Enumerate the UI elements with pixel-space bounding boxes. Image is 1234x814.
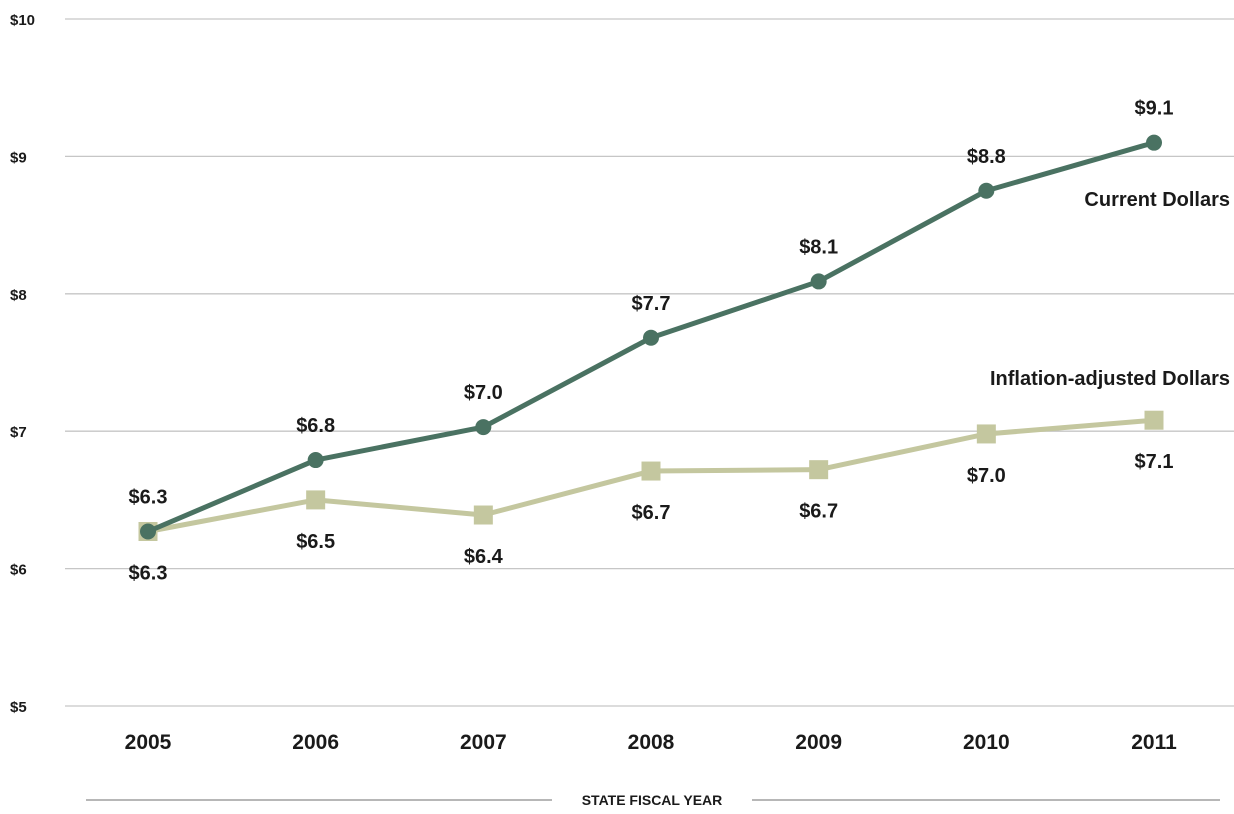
data-label-inflation-adjusted-dollars: $6.5 <box>296 531 335 553</box>
y-axis-tick-labels: $5 $6 $7 $8 $9 $10 <box>10 12 35 716</box>
data-label-current-dollars: $7.7 <box>632 293 671 315</box>
series-names: Current Dollars Inflation-adjusted Dolla… <box>990 189 1230 390</box>
data-point-current-dollars <box>643 329 659 346</box>
data-label-current-dollars: $6.3 <box>129 487 168 509</box>
x-axis-title: STATE FISCAL YEAR <box>582 792 723 808</box>
y-tick-label: $6 <box>10 562 27 579</box>
y-tick-label: $9 <box>10 149 27 166</box>
data-label-inflation-adjusted-dollars: $7.1 <box>1135 451 1174 473</box>
data-labels: $6.3 $6.5 $6.4 $6.7 $6.7 $7.0 $7.1 $6.3 $6.8 $7.0… <box>129 98 1174 585</box>
data-point-inflation-adjusted-dollars <box>306 490 326 510</box>
data-point-current-dollars <box>1146 134 1162 151</box>
x-tick-label: 2009 <box>795 731 842 754</box>
gridlines <box>65 18 1234 707</box>
data-label-inflation-adjusted-dollars: $6.3 <box>129 563 168 585</box>
x-tick-label: 2010 <box>963 731 1010 754</box>
x-axis-tick-labels: 2005 2006 2007 2008 2009 2010 2011 <box>125 731 1177 754</box>
data-label-current-dollars: $6.8 <box>296 415 335 437</box>
data-label-inflation-adjusted-dollars: $6.7 <box>799 501 838 523</box>
data-point-current-dollars <box>140 523 156 540</box>
data-point-inflation-adjusted-dollars <box>1144 410 1164 430</box>
data-point-inflation-adjusted-dollars <box>641 461 661 481</box>
data-point-inflation-adjusted-dollars <box>473 505 493 525</box>
series-label-inflation-adjusted-dollars: Inflation-adjusted Dollars <box>990 368 1230 390</box>
y-tick-label: $8 <box>10 287 27 304</box>
data-point-inflation-adjusted-dollars <box>976 424 996 444</box>
data-point-current-dollars <box>810 273 827 290</box>
x-axis-title-group: STATE FISCAL YEAR <box>86 792 1220 808</box>
x-tick-label: 2005 <box>125 731 172 754</box>
data-label-inflation-adjusted-dollars: $6.4 <box>464 546 504 568</box>
data-label-current-dollars: $8.1 <box>799 236 838 258</box>
series-label-current-dollars: Current Dollars <box>1084 189 1230 211</box>
series-layer <box>138 134 1164 542</box>
data-label-current-dollars: $9.1 <box>1135 98 1174 120</box>
y-tick-label: $7 <box>10 424 27 441</box>
x-tick-label: 2011 <box>1131 731 1177 754</box>
y-tick-label: $10 <box>10 12 35 29</box>
data-point-current-dollars <box>475 419 492 436</box>
x-tick-label: 2008 <box>628 731 675 754</box>
x-tick-label: 2006 <box>292 731 339 754</box>
data-label-inflation-adjusted-dollars: $6.7 <box>632 502 671 524</box>
x-tick-label: 2007 <box>460 731 507 754</box>
data-label-current-dollars: $8.8 <box>967 146 1006 168</box>
data-point-current-dollars <box>978 182 995 199</box>
data-label-current-dollars: $7.0 <box>464 382 503 404</box>
data-label-inflation-adjusted-dollars: $7.0 <box>967 465 1006 487</box>
y-tick-label: $5 <box>10 699 27 716</box>
data-point-current-dollars <box>307 452 324 469</box>
data-point-inflation-adjusted-dollars <box>809 460 829 480</box>
